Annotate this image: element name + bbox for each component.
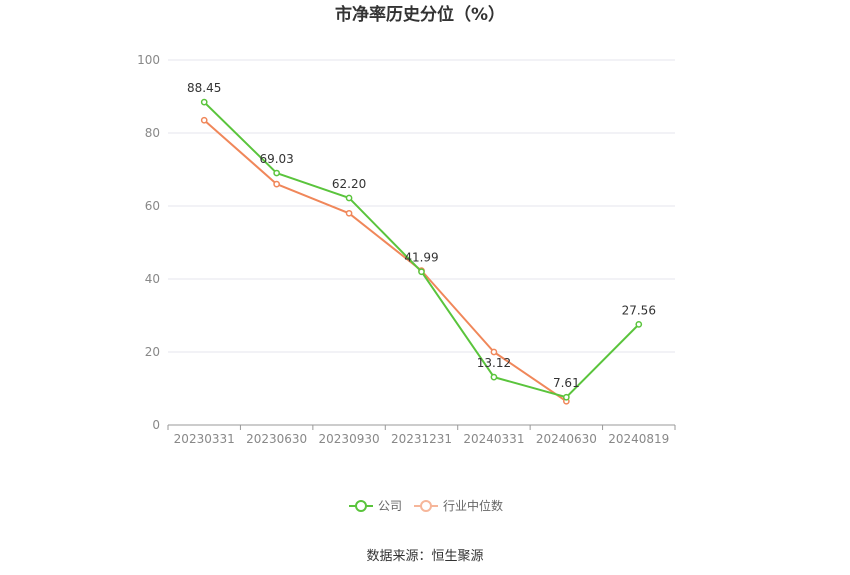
data-source: 数据来源：恒生聚源 bbox=[366, 549, 483, 564]
x-tick-label: 20240331 bbox=[463, 432, 524, 446]
plot-area: 88.45 69.03 62.20 41.99 13.12 7.61 27.56 bbox=[187, 81, 656, 405]
legend-marker bbox=[355, 500, 367, 512]
x-tick-label: 20230630 bbox=[246, 432, 307, 446]
x-tick-label: 20230930 bbox=[319, 432, 380, 446]
grid bbox=[168, 59, 675, 353]
data-label: 7.61 bbox=[553, 376, 580, 390]
y-tick-label: 40 bbox=[145, 272, 160, 286]
legend: 公司 行业中位数 bbox=[349, 498, 503, 513]
data-label: 41.99 bbox=[404, 251, 438, 265]
data-point bbox=[490, 348, 498, 356]
series-line-0 bbox=[203, 101, 640, 399]
legend-label: 行业中位数 bbox=[443, 498, 503, 513]
y-tick-label: 0 bbox=[152, 418, 160, 432]
legend-label: 公司 bbox=[378, 499, 402, 513]
data-point bbox=[200, 116, 208, 124]
data-label: 13.12 bbox=[477, 356, 511, 370]
x-tick-label: 20230331 bbox=[174, 432, 235, 446]
x-tick-label: 20240630 bbox=[536, 432, 597, 446]
legend-marker bbox=[420, 500, 432, 512]
data-point bbox=[200, 98, 208, 106]
x-tick-label: 20240819 bbox=[608, 432, 669, 446]
series-line-1 bbox=[203, 119, 567, 403]
data-label: 88.45 bbox=[187, 81, 221, 95]
data-point bbox=[635, 321, 643, 328]
data-label: 62.20 bbox=[332, 177, 366, 191]
y-axis: 0 20 40 60 80 100 bbox=[137, 53, 160, 432]
data-label: 27.56 bbox=[622, 303, 656, 317]
data-point bbox=[418, 268, 425, 276]
x-tick-label: 20231231 bbox=[391, 432, 452, 446]
data-point bbox=[273, 169, 280, 177]
data-label: 69.03 bbox=[259, 152, 293, 166]
y-tick-label: 80 bbox=[145, 126, 160, 140]
data-point bbox=[490, 373, 498, 381]
y-tick-label: 20 bbox=[145, 345, 160, 359]
y-tick-label: 100 bbox=[137, 53, 160, 67]
x-axis: 20230331 20230630 20230930 20231231 20240331… bbox=[167, 424, 676, 446]
data-point bbox=[345, 194, 353, 202]
data-point bbox=[563, 393, 570, 401]
y-tick-label: 60 bbox=[145, 199, 160, 213]
data-point bbox=[273, 180, 280, 188]
chart-title: 市净率历史分位（%） bbox=[335, 4, 505, 25]
data-point bbox=[345, 209, 353, 217]
